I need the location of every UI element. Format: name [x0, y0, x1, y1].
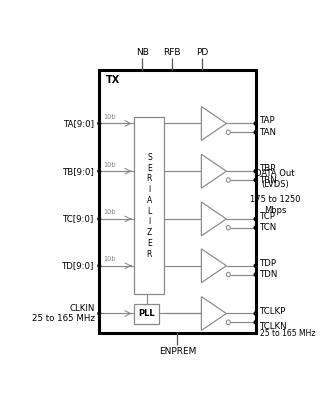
Circle shape: [254, 273, 257, 276]
Text: TCLKN: TCLKN: [260, 322, 288, 331]
Text: TCP: TCP: [260, 212, 276, 221]
Text: TCLKP: TCLKP: [260, 306, 287, 316]
Text: TBN: TBN: [260, 176, 278, 184]
Text: TDN: TDN: [260, 270, 279, 279]
Circle shape: [98, 312, 100, 315]
Bar: [99, 70, 256, 333]
Circle shape: [254, 170, 257, 173]
Text: TA[9:0]: TA[9:0]: [64, 119, 95, 128]
Text: PD: PD: [196, 48, 208, 57]
Bar: [134, 117, 164, 294]
Text: 175 to 1250
Mbps: 175 to 1250 Mbps: [250, 195, 300, 216]
Text: CLKIN
25 to 165 MHz: CLKIN 25 to 165 MHz: [32, 304, 95, 323]
Text: 10b: 10b: [103, 114, 116, 120]
Circle shape: [98, 122, 100, 125]
Text: DATA Out
(LVDS): DATA Out (LVDS): [255, 168, 295, 189]
Circle shape: [254, 178, 257, 182]
Circle shape: [254, 131, 257, 134]
Circle shape: [254, 312, 257, 315]
Text: ENPREM: ENPREM: [159, 347, 196, 356]
Text: TDP: TDP: [260, 259, 277, 268]
Text: S
E
R
I
A
L
I
Z
E
R: S E R I A L I Z E R: [147, 153, 152, 259]
Text: 10b: 10b: [103, 162, 116, 168]
Text: RFB: RFB: [163, 48, 181, 57]
Circle shape: [254, 264, 257, 267]
Circle shape: [226, 178, 230, 182]
Circle shape: [254, 226, 257, 229]
Circle shape: [226, 272, 230, 277]
Text: TAP: TAP: [260, 116, 276, 126]
Text: PLL: PLL: [138, 309, 155, 318]
Circle shape: [98, 218, 100, 220]
Circle shape: [254, 218, 257, 220]
Text: 10b: 10b: [103, 209, 116, 215]
Bar: [134, 304, 159, 324]
Text: 25 to 165 MHz: 25 to 165 MHz: [260, 329, 316, 338]
Circle shape: [254, 321, 257, 324]
Circle shape: [98, 170, 100, 173]
Text: TBP: TBP: [260, 164, 277, 173]
Text: 10b: 10b: [103, 256, 116, 262]
Circle shape: [226, 320, 230, 325]
Text: TD[9:0]: TD[9:0]: [62, 261, 95, 270]
Circle shape: [254, 122, 257, 125]
Text: TC[9:0]: TC[9:0]: [64, 214, 95, 224]
Text: TCN: TCN: [260, 223, 278, 232]
Text: TX: TX: [106, 75, 120, 85]
Text: TAN: TAN: [260, 128, 277, 137]
Text: NB: NB: [136, 48, 149, 57]
Text: TB[9:0]: TB[9:0]: [63, 167, 95, 176]
Circle shape: [226, 226, 230, 230]
Circle shape: [98, 264, 100, 267]
Circle shape: [226, 130, 230, 134]
